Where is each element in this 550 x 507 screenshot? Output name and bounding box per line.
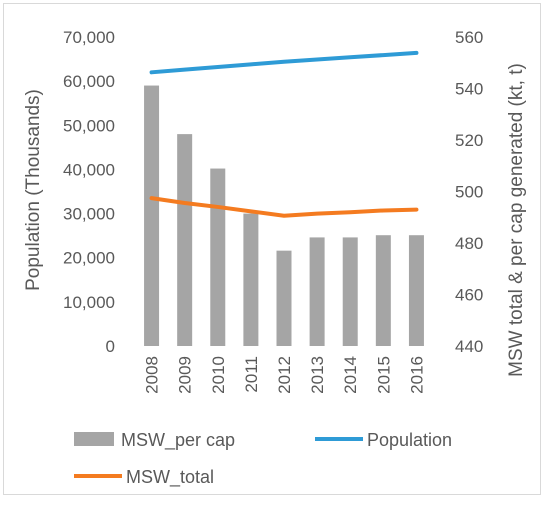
bar-msw-per-cap-2008 bbox=[144, 85, 160, 347]
x-tick-label: 2012 bbox=[275, 356, 294, 394]
lines-group bbox=[149, 50, 419, 218]
legend-label-msw-per-cap: MSW_per cap bbox=[121, 430, 235, 451]
y2-tick-label: 440 bbox=[455, 337, 483, 356]
x-axis-ticks: 2008 2009 2010 2011 2012 2013 2014 2015 2016 bbox=[143, 356, 427, 394]
bar-msw-per-cap-2012 bbox=[276, 250, 292, 346]
bar-msw-per-cap-2011 bbox=[243, 213, 259, 346]
y2-axis-title: MSW total & per cap generated (kt, t) bbox=[506, 63, 527, 377]
legend-label-msw-total: MSW_total bbox=[126, 467, 214, 488]
y2-tick-label: 520 bbox=[455, 131, 483, 150]
bar-msw-per-cap-2013 bbox=[309, 237, 325, 346]
y-tick-label: 60,000 bbox=[63, 72, 115, 91]
x-tick-label: 2016 bbox=[407, 356, 426, 394]
y2-tick-label: 480 bbox=[455, 234, 483, 253]
y2-tick-label: 460 bbox=[455, 286, 483, 305]
y-tick-label: 40,000 bbox=[63, 160, 115, 179]
bar-msw-per-cap-2010 bbox=[210, 168, 226, 346]
bar-msw-per-cap-2009 bbox=[177, 134, 193, 346]
y2-tick-label: 500 bbox=[455, 183, 483, 202]
bar-msw-per-cap-2015 bbox=[375, 235, 391, 346]
chart-frame bbox=[3, 3, 541, 495]
bar-msw-per-cap-2014 bbox=[342, 237, 358, 346]
y-tick-label: 50,000 bbox=[63, 116, 115, 135]
line-population bbox=[149, 50, 419, 75]
y-tick-label: 20,000 bbox=[63, 249, 115, 268]
x-tick-label: 2011 bbox=[242, 356, 261, 393]
y-tick-label: 30,000 bbox=[63, 205, 115, 224]
x-tick-label: 2015 bbox=[374, 356, 393, 394]
y-axis-ticks: 0 10,000 20,000 30,000 40,000 50,000 60,000 70,… bbox=[63, 28, 115, 356]
y-axis-title: Population (Thousands) bbox=[23, 89, 44, 291]
y-tick-label: 70,000 bbox=[63, 28, 115, 47]
x-tick-label: 2013 bbox=[308, 356, 327, 394]
x-tick-label: 2009 bbox=[176, 356, 195, 394]
y-tick-label: 0 bbox=[106, 337, 115, 356]
legend: MSW_per cap Population MSW_total bbox=[74, 430, 452, 488]
y2-tick-label: 560 bbox=[455, 28, 483, 47]
x-tick-label: 2008 bbox=[143, 356, 162, 394]
x-tick-label: 2014 bbox=[341, 356, 360, 394]
legend-swatch-msw-per-cap bbox=[74, 432, 114, 446]
x-tick-label: 2010 bbox=[209, 356, 228, 394]
legend-label-population: Population bbox=[367, 430, 452, 450]
y2-axis-ticks: 440 460 480 500 520 540 560 bbox=[455, 28, 483, 356]
y-tick-label: 10,000 bbox=[63, 293, 115, 312]
y2-tick-label: 540 bbox=[455, 80, 483, 99]
bars-group bbox=[144, 85, 424, 347]
bar-msw-per-cap-2016 bbox=[408, 235, 424, 346]
line-msw-total bbox=[149, 196, 419, 218]
